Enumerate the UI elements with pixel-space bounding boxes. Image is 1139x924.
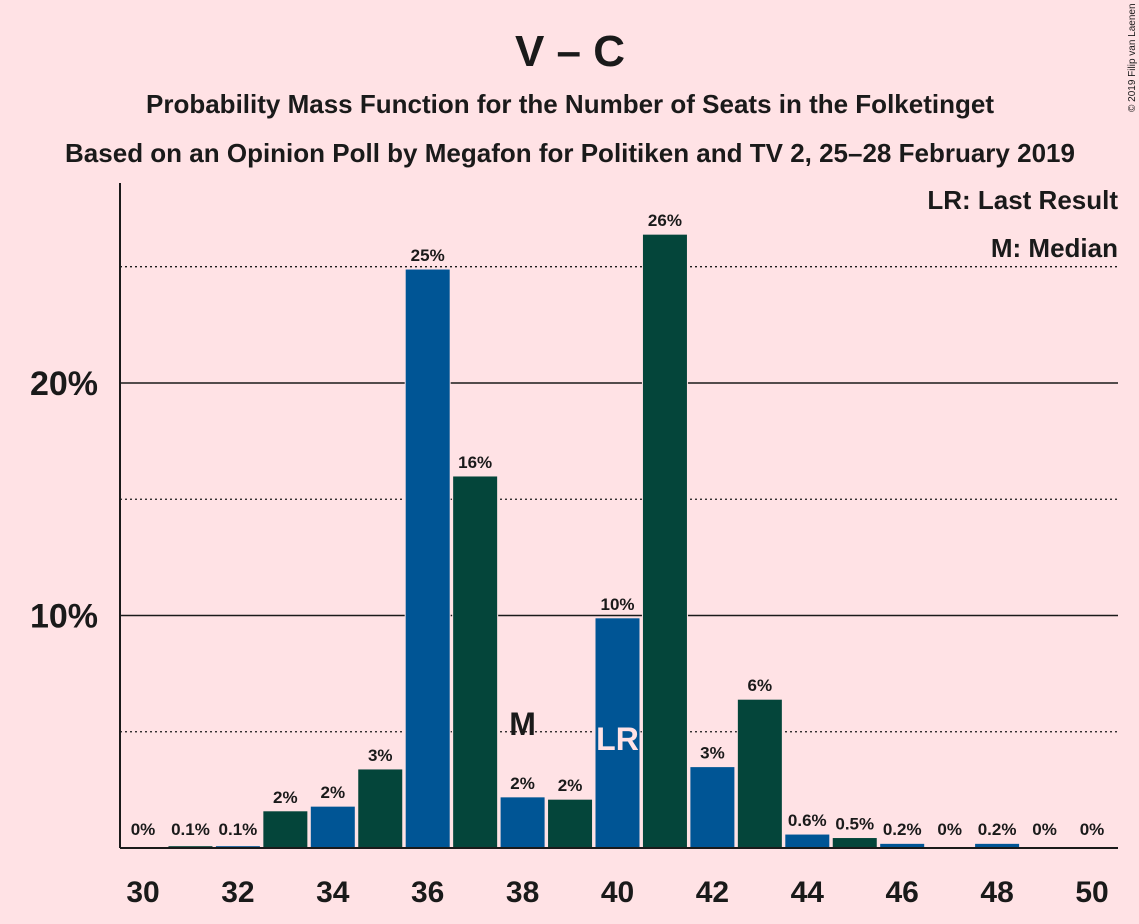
bar-value-label: 2%	[510, 774, 535, 793]
bar-seat-33	[262, 810, 309, 849]
bar-value-label: 2%	[273, 788, 298, 807]
axes-layer: 30 32 34 36 38 40 42 44 46 48 50	[119, 183, 1118, 909]
bars-layer	[167, 233, 1021, 849]
x-tick-label: 42	[696, 876, 729, 909]
grid-layer: 10% 20%	[30, 266, 1118, 733]
bar-value-label: 0.1%	[171, 820, 210, 839]
bar-seat-44	[784, 833, 831, 849]
bar-value-label: 0.6%	[788, 811, 827, 830]
bar-seat-39	[547, 798, 594, 849]
bar-value-label: 6%	[748, 676, 773, 695]
bar-seat-41	[641, 233, 688, 849]
bar-seat-43	[736, 698, 783, 849]
y-tick-label: 20%	[30, 365, 98, 403]
bar-value-label: 26%	[648, 211, 682, 230]
bar-seat-35	[357, 768, 404, 849]
x-tick-label: 38	[506, 876, 539, 909]
bar-value-label: 0%	[937, 820, 962, 839]
bar-value-label: 0%	[131, 820, 156, 839]
bar-value-label: 0.2%	[883, 820, 922, 839]
x-tick-label: 40	[601, 876, 634, 909]
x-tick-label: 44	[791, 876, 825, 909]
x-tick-label: 36	[411, 876, 444, 909]
bar-value-label: 3%	[700, 744, 725, 763]
bar-seat-36	[404, 268, 451, 849]
bar-seat-34	[309, 805, 356, 849]
bar-seat-42	[689, 766, 736, 849]
bar-value-label: 3%	[368, 746, 393, 765]
bar-value-label: 2%	[558, 776, 583, 795]
copyright-text: © 2019 Filip van Laenen	[1127, 3, 1138, 112]
chart-subtitle-source: Based on an Opinion Poll by Megafon for …	[65, 138, 1075, 168]
bar-value-label: 25%	[411, 246, 445, 265]
x-tick-label: 32	[221, 876, 254, 909]
bar-value-label: 0%	[1032, 820, 1057, 839]
x-tick-label: 46	[886, 876, 919, 909]
bar-value-label: 16%	[458, 453, 492, 472]
bar-seat-45	[831, 837, 878, 849]
bar-value-label: 0.5%	[835, 815, 874, 834]
chart-subtitle: Probability Mass Function for the Number…	[146, 89, 994, 119]
x-tick-label: 34	[316, 876, 350, 909]
bar-value-label: 2%	[321, 783, 346, 802]
legend-median: M: Median	[991, 233, 1118, 263]
bar-value-label: 0.1%	[219, 820, 258, 839]
last-result-marker: LR	[596, 721, 639, 757]
x-tick-label: 30	[126, 876, 159, 909]
legend-last-result: LR: Last Result	[927, 185, 1118, 215]
bar-value-label: 0.2%	[978, 820, 1017, 839]
bar-labels-layer: 0% 0.1% 0.1% 2% 2% 3% 25% 16% 2% 2% 10% 26% 3% 6% 0.6%…	[131, 211, 1105, 839]
chart-title: V – C	[515, 27, 625, 76]
x-tick-label: 50	[1075, 876, 1108, 909]
bar-value-label: 0%	[1080, 820, 1105, 839]
median-marker: M	[509, 706, 536, 742]
x-tick-label: 48	[980, 876, 1013, 909]
bar-seat-37	[452, 475, 499, 849]
bar-value-label: 10%	[600, 595, 634, 614]
bar-seat-38	[499, 796, 546, 849]
y-tick-label: 10%	[30, 597, 98, 635]
bar-seat-40	[594, 617, 641, 849]
